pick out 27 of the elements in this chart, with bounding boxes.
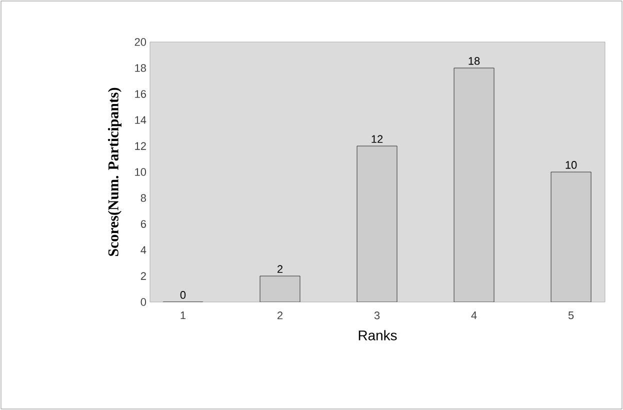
bar: [260, 276, 300, 302]
y-tick-label: 4: [140, 246, 146, 254]
data-label: 18: [468, 57, 480, 65]
data-label: 0: [180, 291, 186, 299]
y-tick-label: 10: [135, 168, 146, 176]
data-label: 10: [566, 161, 577, 169]
x-tick-label: 1: [180, 312, 186, 320]
data-label: 2: [278, 265, 282, 273]
bar: [356, 146, 398, 302]
x-tick-label: 3: [374, 312, 380, 320]
y-tick-label: 0: [140, 298, 146, 306]
y-tick-label: 2: [140, 272, 146, 280]
y-tick-label: 18: [135, 64, 146, 72]
y-tick-label: 16: [135, 90, 146, 98]
x-tick-label: 2: [278, 312, 282, 320]
y-tick-label: 6: [140, 220, 146, 228]
x-tick-label: 4: [471, 312, 477, 320]
bar: [454, 68, 494, 302]
bar: [550, 172, 592, 302]
x-tick-label: 5: [568, 312, 574, 320]
y-tick-label: 8: [140, 194, 146, 202]
y-tick-label: 20: [134, 38, 146, 46]
x-axis-title: Ranks: [358, 330, 397, 340]
y-tick-label: 14: [135, 116, 146, 124]
y-tick-label: 12: [135, 142, 146, 150]
data-label: 12: [372, 135, 383, 143]
y-axis-title: Scores(Num. Participants): [108, 88, 122, 256]
